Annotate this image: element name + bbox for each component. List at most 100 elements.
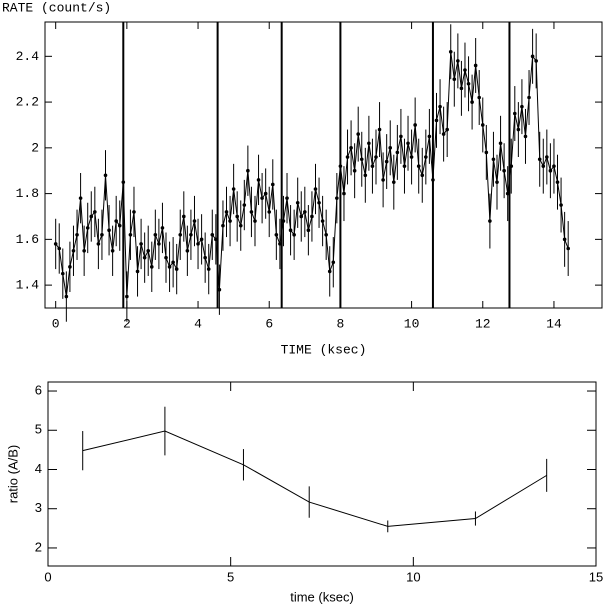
data-point bbox=[242, 203, 247, 207]
data-point bbox=[75, 232, 79, 237]
data-point bbox=[352, 168, 357, 173]
data-point bbox=[484, 150, 489, 155]
data-point bbox=[128, 232, 133, 237]
data-point bbox=[359, 157, 364, 162]
data-point bbox=[160, 226, 165, 230]
data-point bbox=[274, 232, 279, 237]
data-point bbox=[210, 232, 215, 237]
data-point bbox=[335, 196, 339, 200]
data-point bbox=[363, 173, 368, 178]
data-point bbox=[420, 173, 425, 178]
x-tick-label: 15 bbox=[589, 569, 603, 584]
data-point bbox=[537, 157, 542, 162]
data-point bbox=[238, 223, 243, 228]
x-tick-label: 14 bbox=[546, 316, 562, 331]
x-tick-label: 10 bbox=[404, 316, 420, 331]
x-tick-label: 4 bbox=[194, 316, 202, 331]
data-point bbox=[171, 260, 175, 265]
data-point bbox=[125, 294, 129, 299]
data-point bbox=[395, 150, 400, 155]
data-point bbox=[78, 196, 83, 200]
data-point bbox=[89, 214, 94, 219]
data-point bbox=[60, 271, 65, 276]
y-tick-label: 6 bbox=[35, 382, 42, 397]
data-point bbox=[267, 210, 272, 214]
data-point bbox=[235, 214, 239, 219]
data-point bbox=[374, 155, 378, 159]
data-point bbox=[142, 255, 147, 260]
data-point bbox=[466, 81, 471, 86]
data-point bbox=[132, 210, 136, 214]
data-point bbox=[424, 155, 428, 159]
data-point bbox=[199, 237, 204, 242]
y-tick-label: 4 bbox=[35, 461, 42, 476]
data-point bbox=[434, 118, 439, 123]
x-tick-label: 2 bbox=[123, 316, 131, 331]
data-point bbox=[174, 267, 179, 271]
x-tick-label: 6 bbox=[265, 316, 273, 331]
data-point bbox=[139, 242, 143, 246]
data-point bbox=[303, 210, 307, 214]
data-point bbox=[345, 155, 350, 159]
data-point bbox=[295, 200, 300, 205]
data-point bbox=[438, 104, 442, 109]
data-point bbox=[270, 182, 275, 187]
data-point bbox=[555, 180, 560, 184]
data-point bbox=[413, 123, 417, 127]
data-point bbox=[480, 123, 485, 127]
data-point bbox=[53, 242, 58, 246]
x-tick-label: 0 bbox=[44, 569, 51, 584]
data-point bbox=[68, 265, 72, 269]
data-point bbox=[164, 255, 168, 260]
data-point bbox=[541, 164, 546, 168]
data-point bbox=[530, 54, 535, 59]
data-point bbox=[146, 249, 151, 253]
data-point bbox=[509, 164, 514, 168]
data-point bbox=[477, 95, 482, 100]
data-point bbox=[292, 232, 296, 237]
data-point bbox=[206, 267, 211, 271]
data-line bbox=[55, 51, 569, 297]
data-point bbox=[278, 242, 282, 246]
data-point bbox=[498, 141, 503, 146]
data-point bbox=[246, 168, 250, 173]
data-point bbox=[545, 155, 549, 159]
data-point bbox=[562, 237, 567, 242]
data-point bbox=[559, 203, 563, 207]
y-tick-label: 3 bbox=[35, 500, 42, 515]
y-tick-label: 2.4 bbox=[16, 49, 40, 64]
data-point bbox=[157, 242, 161, 246]
data-point bbox=[520, 104, 524, 109]
data-point bbox=[338, 164, 343, 168]
data-point bbox=[523, 134, 528, 139]
data-point bbox=[196, 242, 200, 246]
data-point bbox=[399, 134, 403, 139]
y-axis-label: RATE (count/s) bbox=[2, 0, 111, 15]
data-point bbox=[463, 68, 467, 72]
data-point bbox=[103, 173, 108, 178]
data-point bbox=[320, 219, 325, 223]
x-axis-label: TIME (ksec) bbox=[281, 342, 367, 357]
data-point bbox=[313, 187, 318, 191]
data-point bbox=[356, 132, 361, 136]
data-point bbox=[324, 232, 328, 237]
data-point bbox=[85, 226, 90, 230]
data-point bbox=[260, 196, 264, 200]
data-point bbox=[114, 219, 118, 223]
data-point bbox=[110, 249, 115, 253]
data-point bbox=[402, 164, 407, 168]
data-point bbox=[367, 141, 371, 146]
data-point bbox=[441, 132, 446, 136]
y-tick-label: 2.2 bbox=[16, 95, 39, 110]
data-point bbox=[217, 287, 222, 292]
y-tick-label: 5 bbox=[35, 422, 42, 437]
data-point bbox=[153, 232, 158, 237]
data-point bbox=[203, 255, 207, 260]
data-point bbox=[370, 164, 375, 168]
data-point bbox=[495, 180, 499, 184]
data-point bbox=[285, 196, 289, 200]
data-point bbox=[505, 191, 510, 196]
x-axis-label: time (ksec) bbox=[290, 589, 354, 604]
